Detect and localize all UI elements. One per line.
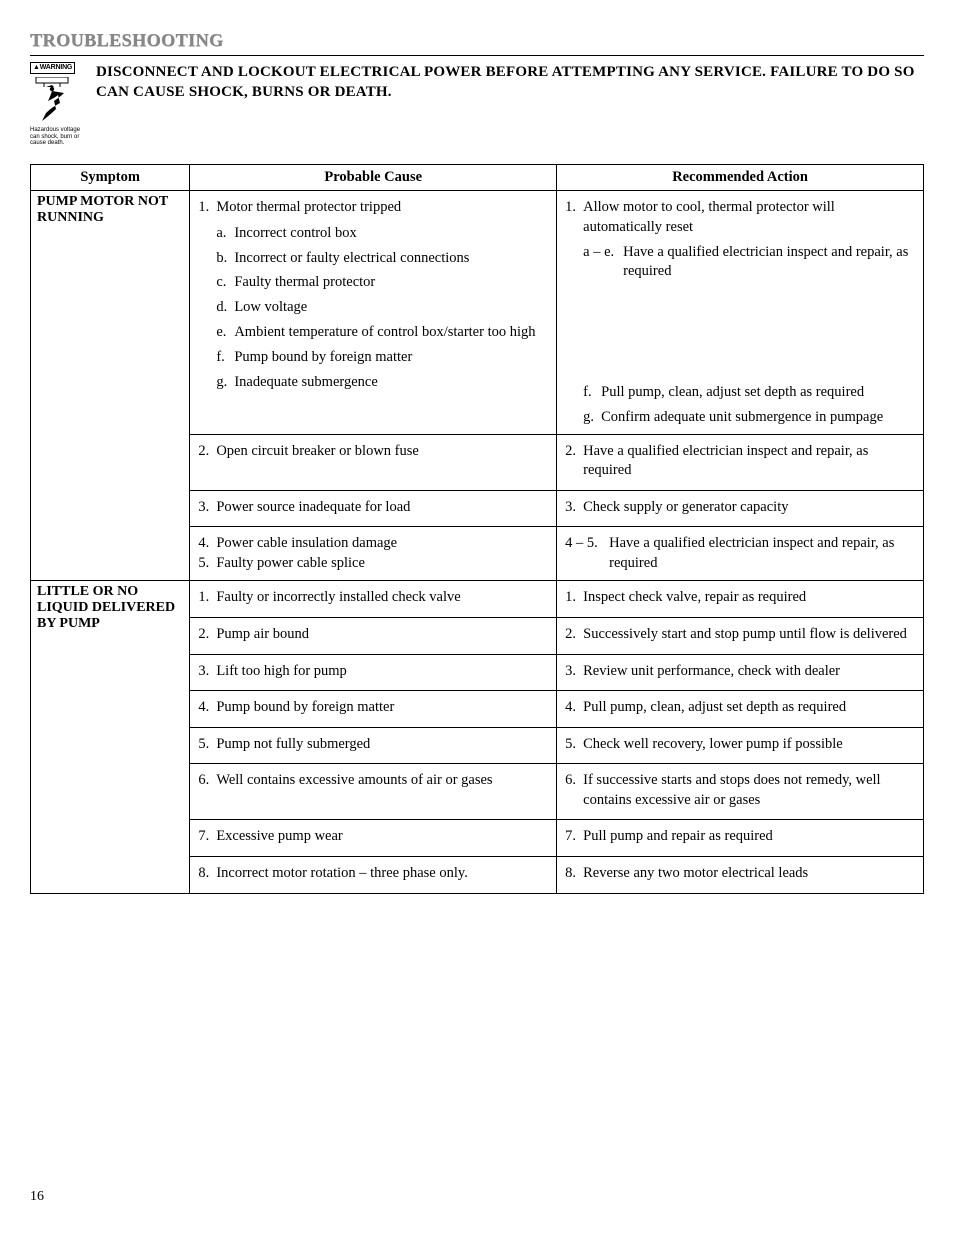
table-cell-subline: f.Pull pump, clean, adjust set depth as …: [583, 383, 915, 402]
action-cell: 5.Check well recovery, lower pump if pos…: [557, 727, 924, 764]
page-number: 16: [30, 1189, 44, 1205]
table-cell-line: 8.Reverse any two motor electrical leads: [565, 864, 915, 884]
table-cell-line: 3.Lift too high for pump: [198, 662, 548, 682]
table-cell-line: 5.Faulty power cable splice: [198, 554, 548, 574]
page-title: TROUBLESHOOTING: [30, 30, 924, 56]
table-cell-line: 2.Have a qualified electrician inspect a…: [565, 442, 915, 481]
table-cell-line: 4.Power cable insulation damage: [198, 534, 548, 554]
table-cell-line: 1.Inspect check valve, repair as require…: [565, 588, 915, 608]
warning-block: ▲WARNING Hazardous voltage can shock, bu…: [30, 62, 924, 146]
action-cell: 4.Pull pump, clean, adjust set depth as …: [557, 691, 924, 728]
cause-cell: 2.Open circuit breaker or blown fuse: [190, 434, 557, 490]
table-cell-line: 4.Pump bound by foreign matter: [198, 698, 548, 718]
table-cell-line: 8.Incorrect motor rotation – three phase…: [198, 864, 548, 884]
electrical-hazard-icon: [30, 77, 88, 126]
table-cell-line: 5.Check well recovery, lower pump if pos…: [565, 735, 915, 755]
table-cell-line: 4 – 5.Have a qualified electrician inspe…: [565, 534, 915, 573]
symptom-cell: LITTLE OR NO LIQUID DELIVERED BY PUMP: [31, 581, 190, 893]
table-header-row: Symptom Probable Cause Recommended Actio…: [31, 165, 924, 191]
table-cell-subline: g.Inadequate submergence: [216, 373, 548, 392]
table-cell-line: 1.Faulty or incorrectly installed check …: [198, 588, 548, 608]
table-cell-subline: d.Low voltage: [216, 298, 548, 317]
table-cell-line: 2.Open circuit breaker or blown fuse: [198, 442, 548, 462]
action-cell: 7.Pull pump and repair as required: [557, 820, 924, 857]
table-cell-line: 2.Successively start and stop pump until…: [565, 625, 915, 645]
cause-cell: 1.Motor thermal protector tripped a.Incor…: [190, 191, 557, 435]
table-cell-subline: c.Faulty thermal protector: [216, 273, 548, 292]
table-cell-line: 4.Pull pump, clean, adjust set depth as …: [565, 698, 915, 718]
cause-cell: 7.Excessive pump wear: [190, 820, 557, 857]
warning-icon-column: ▲WARNING Hazardous voltage can shock, bu…: [30, 62, 88, 146]
cause-cell: 8.Incorrect motor rotation – three phase…: [190, 856, 557, 893]
cause-cell: 1.Faulty or incorrectly installed check …: [190, 581, 557, 618]
action-cell: 8.Reverse any two motor electrical leads: [557, 856, 924, 893]
cause-cell: 5.Pump not fully submerged: [190, 727, 557, 764]
cause-cell: 3.Lift too high for pump: [190, 654, 557, 691]
header-action: Recommended Action: [557, 165, 924, 191]
header-cause: Probable Cause: [190, 165, 557, 191]
warning-text: DISCONNECT AND LOCKOUT ELECTRICAL POWER …: [96, 62, 924, 103]
action-cell: 6.If successive starts and stops does no…: [557, 764, 924, 820]
table-cell-line: 3.Power source inadequate for load: [198, 498, 548, 518]
table-cell-subline: g.Confirm adequate unit submergence in p…: [583, 408, 915, 427]
table-cell-subline: b.Incorrect or faulty electrical connect…: [216, 249, 548, 268]
table-cell-line: 1.Motor thermal protector tripped: [198, 198, 548, 218]
cause-cell: 3.Power source inadequate for load: [190, 490, 557, 527]
warning-badge: ▲WARNING: [30, 62, 75, 74]
table-cell-line: 3.Check supply or generator capacity: [565, 498, 915, 518]
action-cell: 4 – 5.Have a qualified electrician inspe…: [557, 527, 924, 581]
action-cell: 1.Allow motor to cool, thermal protector…: [557, 191, 924, 435]
table-cell-line: 5.Pump not fully submerged: [198, 735, 548, 755]
action-cell: 2.Have a qualified electrician inspect a…: [557, 434, 924, 490]
troubleshooting-table: Symptom Probable Cause Recommended Actio…: [30, 164, 924, 893]
symptom-cell: PUMP MOTOR NOT RUNNING: [31, 191, 190, 581]
table-cell-line: 6.Well contains excessive amounts of air…: [198, 771, 548, 791]
table-row: PUMP MOTOR NOT RUNNING1.Motor thermal pr…: [31, 191, 924, 435]
table-cell-subline: a – e.Have a qualified electrician inspe…: [583, 243, 915, 281]
table-cell-line: 2.Pump air bound: [198, 625, 548, 645]
table-cell-line: 1.Allow motor to cool, thermal protector…: [565, 198, 915, 237]
action-cell: 1.Inspect check valve, repair as require…: [557, 581, 924, 618]
cause-cell: 4.Power cable insulation damage5.Faulty …: [190, 527, 557, 581]
table-cell-line: 7.Pull pump and repair as required: [565, 827, 915, 847]
table-cell-subline: f.Pump bound by foreign matter: [216, 348, 548, 367]
table-cell-line: 3.Review unit performance, check with de…: [565, 662, 915, 682]
action-cell: 3.Review unit performance, check with de…: [557, 654, 924, 691]
table-cell-line: 7.Excessive pump wear: [198, 827, 548, 847]
table-cell-subline: e.Ambient temperature of control box/sta…: [216, 323, 548, 342]
table-row: LITTLE OR NO LIQUID DELIVERED BY PUMP1.F…: [31, 581, 924, 618]
cause-cell: 2.Pump air bound: [190, 618, 557, 655]
cause-cell: 4.Pump bound by foreign matter: [190, 691, 557, 728]
hazard-caption: Hazardous voltage can shock, burn or cau…: [30, 127, 88, 146]
table-cell-line: 6.If successive starts and stops does no…: [565, 771, 915, 810]
header-symptom: Symptom: [31, 165, 190, 191]
table-cell-subline: a.Incorrect control box: [216, 224, 548, 243]
action-cell: 3.Check supply or generator capacity: [557, 490, 924, 527]
action-cell: 2.Successively start and stop pump until…: [557, 618, 924, 655]
cause-cell: 6.Well contains excessive amounts of air…: [190, 764, 557, 820]
